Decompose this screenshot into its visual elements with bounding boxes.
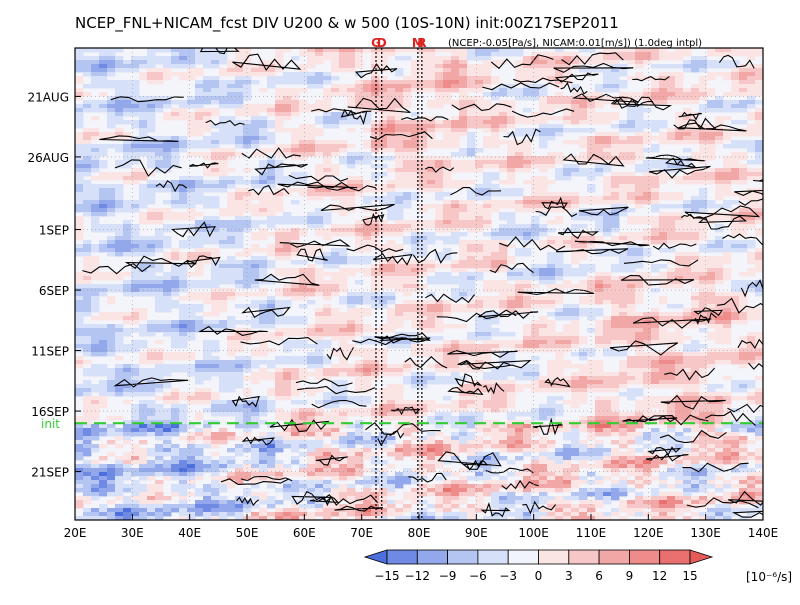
colorbar-box [629,550,659,564]
y-tick-label: 11SEP [31,345,69,359]
x-tick-label: 90E [465,526,488,540]
x-tick-label: 80E [408,526,431,540]
colorbar-box [417,550,447,564]
y-tick-label: 1SEP [39,224,69,238]
colorbar-units: [10⁻⁶/s] [746,570,792,584]
colorbar-box [660,550,690,564]
colorbar-tick-label: −12 [405,569,430,583]
x-tick-label: 60E [293,526,316,540]
colorbar-box [387,550,417,564]
colorbar-box [478,550,508,564]
init-label: init [41,417,60,431]
x-tick-label: 130E [690,526,721,540]
y-tick-label: 21AUG [27,90,69,104]
y-tick-label: 26AUG [27,151,69,165]
plot-area [75,43,800,521]
marker-label-r: R [417,36,426,50]
x-tick-label: 100E [518,526,549,540]
colorbar-tick-label: 6 [595,569,603,583]
x-tick-label: 30E [121,526,144,540]
colorbar-box [448,550,478,564]
colorbar-extend-max [690,550,712,564]
x-tick-label: 70E [350,526,373,540]
colorbar-box [599,550,629,564]
x-tick-label: 40E [178,526,201,540]
x-tick-label: 50E [236,526,259,540]
y-tick-label: 16SEP [31,405,69,419]
x-tick-label: 140E [748,526,779,540]
colorbar-box [539,550,569,564]
colorbar-tick-label: 15 [682,569,697,583]
colorbar-tick-label: 3 [565,569,573,583]
colorbar-box [508,550,538,564]
x-tick-label: 20E [64,526,87,540]
colorbar-tick-label: 0 [535,569,543,583]
colorbar-tick-label: −6 [469,569,487,583]
chart-title: NCEP_FNL+NICAM_fcst DIV U200 & w 500 (10… [75,14,619,33]
x-tick-label: 120E [633,526,664,540]
colorbar-box [569,550,599,564]
chart-subtitle: (NCEP:-0.05[Pa/s], NICAM:0.01[m/s]) (1.0… [448,38,702,49]
y-tick-label: 21SEP [31,466,69,480]
x-tick-label: 110E [576,526,607,540]
colorbar-tick-label: −9 [439,569,457,583]
colorbar-extend-min [365,550,387,564]
colorbar-tick-label: 9 [626,569,634,583]
marker-label-d: D [377,36,387,50]
y-tick-label: 6SEP [39,284,69,298]
colorbar: −15 −12 −9 −6 −3 0 3 6 9 12 15 [365,550,712,583]
colorbar-tick-label: 12 [652,569,667,583]
colorbar-tick-label: −15 [374,569,399,583]
colorbar-tick-label: −3 [499,569,517,583]
